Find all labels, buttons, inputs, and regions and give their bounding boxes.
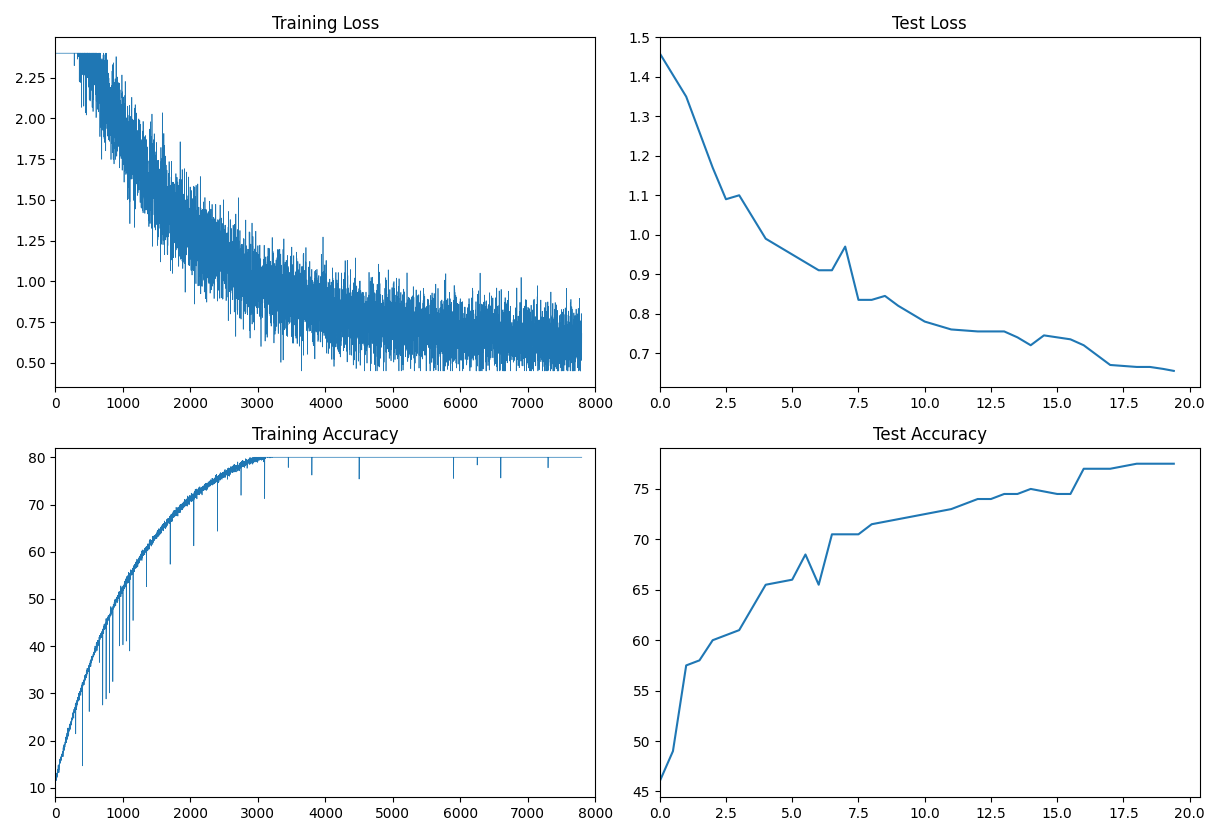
Title: Test Accuracy: Test Accuracy <box>873 426 986 444</box>
Title: Training Loss: Training Loss <box>271 15 379 33</box>
Title: Test Loss: Test Loss <box>892 15 967 33</box>
Title: Training Accuracy: Training Accuracy <box>252 426 398 444</box>
